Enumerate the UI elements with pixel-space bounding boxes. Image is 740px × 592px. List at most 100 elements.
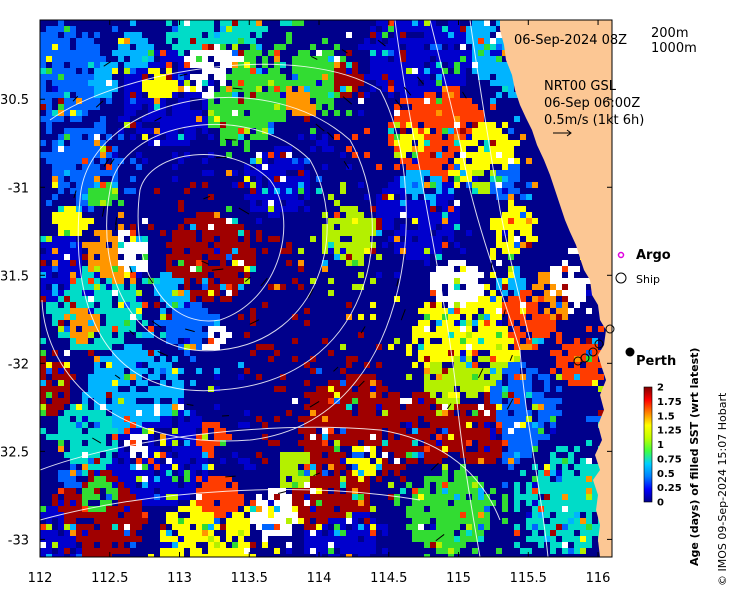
current-arrow [129,265,133,273]
y-tick-label: -32.5 [0,445,29,460]
colorbar-tick-label: 0.25 [657,483,682,494]
current-arrow [103,61,112,67]
current-arrow [249,319,260,325]
sst-age-pixels [40,20,612,557]
depth-legend-200m: 200m [651,26,688,41]
ship-position-icon [605,324,615,334]
perth-city-label: Perth [636,354,676,369]
current-arrow [358,380,365,388]
current-arrow [238,207,250,215]
current-arrow [203,195,211,200]
current-arrow [244,276,251,282]
x-tick-label: 112.5 [91,571,128,586]
contour-south-2 [40,489,421,521]
current-arrow [502,309,506,318]
current-arrow [477,368,484,379]
current-arrows [72,39,514,542]
current-arrow [225,475,236,478]
colorbar-label: Age (days) of filled SST (wrt latest) [688,348,701,566]
current-arrow [309,400,320,408]
current-arrow [185,328,195,333]
ship-position-icon [594,339,604,349]
current-arrow [95,100,104,108]
plot-area [40,20,612,557]
current-arrow [343,160,350,169]
current-arrow [307,288,314,299]
current-arrow [394,99,403,108]
current-scale-arrow [553,129,572,137]
current-arrow [315,123,325,132]
colorbar-tick-label: 1.25 [657,426,682,437]
ship-position-icon [588,347,598,357]
current-arrow [109,158,115,166]
current-arrow [435,534,445,542]
land-mass [500,20,612,557]
current-arrow [151,320,162,328]
current-arrow [313,472,321,477]
colorbar-tick-label: 1.5 [657,411,675,422]
x-tick-label: 114.5 [370,571,407,586]
ship-marker-icon [615,272,627,284]
current-arrow [129,330,135,335]
credit-text: © IMOS 09-Sep-2024 15:07 Hobart [716,392,729,586]
colorbar-ticks: 0 0.25 0.5 0.75 1 1.25 1.5 1.75 2 [657,383,682,509]
ship-position-icon [573,356,583,366]
contour-eddy-2 [106,123,328,352]
x-tick-label: 115 [446,571,471,586]
current-arrow [416,76,424,85]
perth-city-marker-icon [625,347,635,357]
colorbar-tick-label: 1.75 [657,397,682,408]
colorbar-tick-label: 2 [657,383,664,394]
current-arrow [446,403,452,410]
colorbar-tick-label: 0.5 [657,469,675,480]
current-arrow [462,91,467,99]
x-tick-label: 112 [28,571,53,586]
y-axis-ticks: -30.5 -31 -31.5 -32 -32.5 -33 [0,93,612,548]
y-tick-label: -30.5 [0,93,29,108]
current-arrow [186,403,194,406]
depth-legend-1000m: 1000m [651,41,697,56]
date-label: 06-Sep-2024 08Z [514,33,627,48]
ship-legend-label: Ship [636,273,660,286]
ship-track [573,324,615,366]
current-arrow [211,268,224,271]
y-tick-label: -31.5 [0,269,29,284]
current-arrow [72,95,79,102]
current-arrow [147,275,154,284]
current-arrow [114,374,121,379]
x-tick-label: 115.5 [510,571,547,586]
contour-eddy-3 [77,96,373,392]
y-tick-label: -32 [8,357,29,372]
current-arrow [224,138,237,141]
current-arrow [103,159,110,167]
colorbar [643,386,653,503]
bathymetry-contours [40,20,549,557]
x-axis-ticks: 112 112.5 113 113.5 114 114.5 115 115.5 116 [28,20,611,586]
x-tick-label: 114 [307,571,332,586]
current-arrow [101,206,105,217]
colorbar-tick-label: 0 [657,498,664,509]
current-arrow [154,116,162,122]
current-arrow [73,190,77,199]
contour-eddy-4 [41,63,407,442]
plot-frame [39,19,613,558]
current-arrow [360,326,366,334]
current-arrow [277,490,287,494]
current-arrow [327,131,335,139]
x-tick-label: 116 [586,571,611,586]
current-arrow [260,277,268,287]
contour-south-1 [40,426,501,521]
current-arrow [509,354,513,361]
x-tick-label: 113 [167,571,192,586]
argo-marker-icon [617,251,625,259]
current-arrow [179,73,188,77]
current-arrow [341,49,348,54]
current-arrow [215,156,227,159]
colorbar-tick-label: 1 [657,440,664,451]
current-arrow [115,216,118,225]
current-arrow [157,350,169,357]
current-arrow [490,262,493,271]
current-arrow [333,366,339,372]
contour-1000m [394,20,481,557]
